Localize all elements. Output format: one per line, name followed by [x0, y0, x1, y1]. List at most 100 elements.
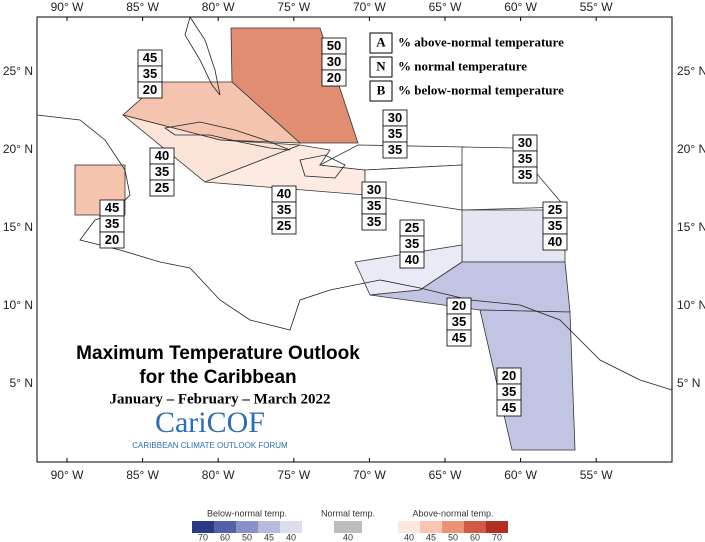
- colorbar-label: 50: [242, 532, 252, 542]
- lat-label: 15° N: [3, 220, 33, 234]
- subtitle: January – February – March 2022: [110, 391, 331, 407]
- lat-label: 15° N: [677, 220, 705, 234]
- colorbar-cell: [334, 521, 362, 533]
- prob-value: 35: [367, 214, 381, 229]
- lat-label: 20° N: [3, 142, 33, 156]
- florida: [184, 16, 221, 96]
- colorbar-label: 45: [264, 532, 274, 542]
- prob-value: 40: [277, 186, 291, 201]
- colorbar-title: Above-normal temp.: [412, 508, 493, 518]
- prob-value: 35: [548, 218, 562, 233]
- key-box: [369, 32, 393, 54]
- graticule-labels: 90° W 90° W 85° W 85° W 80° W 80° W 75° W 75° W…: [3, 0, 705, 482]
- prob-value: 35: [277, 202, 291, 217]
- lon-label: 65° W: [429, 0, 462, 14]
- key-box: [369, 56, 393, 78]
- colorbar-cell: [464, 521, 486, 533]
- prob-value: 30: [367, 182, 381, 197]
- colorbar-cell: [420, 521, 442, 533]
- colorbar-cell: [398, 521, 420, 533]
- lon-label: 80° W: [202, 468, 235, 482]
- lon-label: 65° W: [429, 468, 462, 482]
- colorbar-label: 60: [470, 532, 480, 542]
- prob-cell: [496, 399, 522, 417]
- prob-value: 45: [105, 200, 119, 215]
- lon-label: 55° W: [580, 0, 613, 14]
- key-letter: A: [376, 34, 386, 49]
- prob-cell: [137, 81, 163, 99]
- key-letter: B: [377, 82, 386, 97]
- prob-value: 35: [405, 236, 419, 251]
- lon-label: 60° W: [504, 0, 537, 14]
- colorbar-label: 40: [404, 532, 414, 542]
- prob-value: 40: [548, 234, 562, 249]
- prob-value: 45: [502, 400, 516, 415]
- colorbar-cell: [486, 521, 508, 533]
- legend-key: A % above-normal temperature N % normal tem…: [369, 32, 564, 102]
- lon-label: 60° W: [504, 468, 537, 482]
- logo-tagline: CARIBBEAN CLIMATE OUTLOOK FORUM: [132, 441, 288, 450]
- title-block: Maximum Temperature Outlook for the Cari…: [76, 343, 360, 450]
- prob-value: 35: [155, 164, 169, 179]
- colorbar-title: Normal temp.: [321, 508, 375, 518]
- prob-value: 35: [388, 142, 402, 157]
- lon-label: 85° W: [126, 468, 159, 482]
- title-line: Maximum Temperature Outlook: [76, 343, 360, 364]
- prob-value: 20: [327, 70, 341, 85]
- lon-label: 90° W: [51, 0, 84, 14]
- lat-label: 5° N: [10, 376, 33, 390]
- colorbar-cell: [192, 521, 214, 533]
- colorbar-label: 45: [426, 532, 436, 542]
- lon-label: 85° W: [126, 0, 159, 14]
- mainland-coast: [36, 114, 673, 391]
- key-letter: N: [376, 58, 386, 73]
- colorbar-cell: [442, 521, 464, 533]
- colorbar-label: 40: [286, 532, 296, 542]
- lon-label: 70° W: [353, 0, 386, 14]
- prob-value: 35: [452, 314, 466, 329]
- prob-value: 35: [518, 167, 532, 182]
- colorbar-cell: [214, 521, 236, 533]
- prob-cell: [149, 179, 175, 197]
- lon-label: 80° W: [202, 0, 235, 14]
- colorbar-label: 50: [448, 532, 458, 542]
- prob-cell: [271, 217, 297, 235]
- lat-label: 25° N: [3, 64, 33, 78]
- hispaniola: [299, 154, 346, 179]
- prob-cell: [542, 233, 568, 251]
- prob-value: 20: [452, 298, 466, 313]
- colorbar: Below-normal temp. 70 60 50 45 40 Normal temp.…: [192, 508, 508, 542]
- prob-value: 35: [502, 384, 516, 399]
- prob-value: 35: [388, 126, 402, 141]
- probability-boxes: 5030204535204035254535204035253035353035…: [99, 37, 568, 417]
- prob-cell: [99, 231, 125, 249]
- lat-label: 10° N: [3, 298, 33, 312]
- prob-value: 25: [548, 202, 562, 217]
- lon-label: 90° W: [51, 468, 84, 482]
- lon-label: 75° W: [277, 0, 310, 14]
- key-text: % normal temperature: [398, 58, 527, 73]
- prob-value: 40: [155, 148, 169, 163]
- key-text: % below-normal temperature: [398, 82, 564, 97]
- prob-value: 30: [327, 54, 341, 69]
- prob-value: 45: [452, 330, 466, 345]
- prob-value: 40: [405, 252, 419, 267]
- lat-label: 10° N: [677, 298, 705, 312]
- prob-value: 20: [105, 232, 119, 247]
- prob-value: 35: [143, 66, 157, 81]
- lat-label: 5° N: [677, 376, 700, 390]
- key-text: % above-normal temperature: [398, 34, 564, 49]
- prob-cell: [321, 69, 347, 87]
- colorbar-cell: [236, 521, 258, 533]
- prob-value: 35: [518, 151, 532, 166]
- cuba: [163, 121, 291, 151]
- prob-value: 30: [388, 110, 402, 125]
- title-line: for the Caribbean: [139, 367, 296, 388]
- lat-label: 25° N: [677, 64, 705, 78]
- prob-value: 25: [405, 220, 419, 235]
- prob-value: 20: [502, 368, 516, 383]
- lat-label: 20° N: [677, 142, 705, 156]
- prob-value: 45: [143, 50, 157, 65]
- prob-value: 20: [143, 82, 157, 97]
